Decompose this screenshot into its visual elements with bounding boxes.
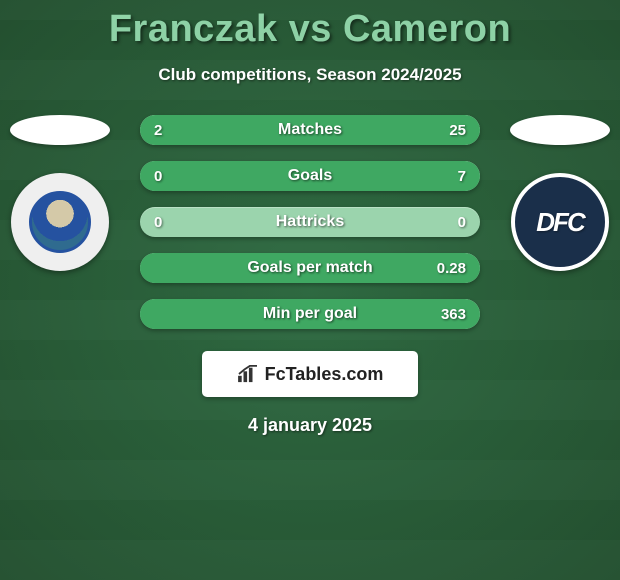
- stat-label: Matches: [140, 121, 480, 139]
- page-title: Franczak vs Cameron: [0, 0, 620, 51]
- right-flag-icon: [510, 115, 610, 145]
- right-club-badge: DFC: [511, 173, 609, 271]
- stat-bar: 0Goals7: [140, 161, 480, 191]
- stat-bar: 2Matches25: [140, 115, 480, 145]
- right-club-initials: DFC: [536, 207, 583, 238]
- stat-value-right: 363: [441, 306, 466, 323]
- stat-label: Min per goal: [140, 305, 480, 323]
- left-player-column: [10, 115, 110, 271]
- stat-value-right: 7: [458, 168, 466, 185]
- bar-chart-icon: [237, 365, 259, 383]
- stat-bar: Goals per match0.28: [140, 253, 480, 283]
- brand-badge[interactable]: FcTables.com: [202, 351, 418, 397]
- stat-value-right: 0.28: [437, 260, 466, 277]
- date-label: 4 january 2025: [0, 415, 620, 436]
- page-subtitle: Club competitions, Season 2024/2025: [0, 65, 620, 85]
- stat-bar: Min per goal363: [140, 299, 480, 329]
- right-player-column: DFC: [510, 115, 610, 271]
- stat-bars: 2Matches250Goals70Hattricks0Goals per ma…: [140, 115, 480, 329]
- brand-text: FcTables.com: [265, 364, 384, 385]
- comparison-panel: DFC 2Matches250Goals70Hattricks0Goals pe…: [0, 115, 620, 436]
- stat-label: Goals: [140, 167, 480, 185]
- left-flag-icon: [10, 115, 110, 145]
- left-club-crest-icon: [29, 191, 91, 253]
- stat-bar: 0Hattricks0: [140, 207, 480, 237]
- stat-label: Hattricks: [140, 213, 480, 231]
- stat-value-right: 25: [449, 122, 466, 139]
- stat-value-right: 0: [458, 214, 466, 231]
- left-club-badge: [11, 173, 109, 271]
- stat-label: Goals per match: [140, 259, 480, 277]
